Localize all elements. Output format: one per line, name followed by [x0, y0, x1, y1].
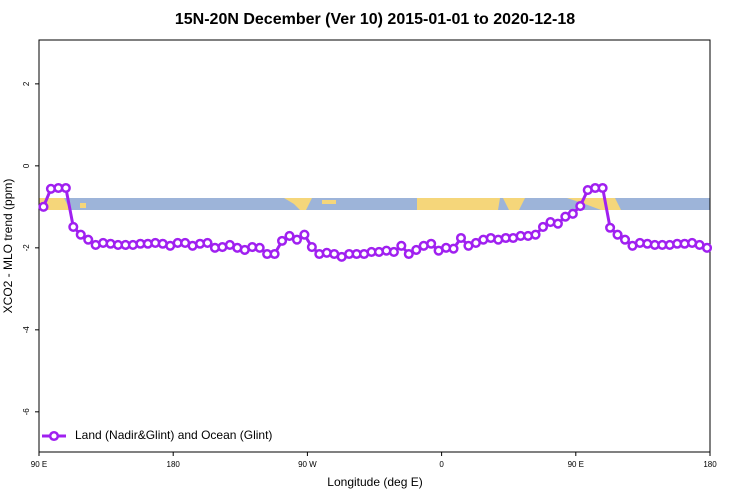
point — [426, 238, 437, 249]
point — [83, 234, 94, 245]
chart-title: 15N-20N December (Ver 10) 2015-01-01 to … — [175, 11, 575, 28]
x-tick-label: 90 W — [298, 460, 317, 469]
point — [291, 234, 303, 245]
y-tick-label: -2 — [22, 244, 31, 252]
point — [306, 241, 317, 253]
x-tick-label: 90 E — [31, 460, 47, 469]
ocean-band — [39, 198, 710, 210]
point — [597, 182, 608, 194]
point — [411, 244, 422, 255]
point — [537, 221, 549, 232]
legend-marker — [48, 430, 60, 442]
y-tick-label: 2 — [22, 81, 31, 86]
y-tick-label: 0 — [22, 163, 31, 168]
point — [75, 229, 86, 240]
point — [254, 242, 265, 253]
point — [388, 246, 399, 257]
x-tick-label: 0 — [439, 460, 444, 469]
point — [575, 200, 586, 212]
point — [269, 248, 280, 260]
point — [552, 218, 563, 229]
point — [68, 221, 79, 232]
land-patches — [39, 198, 621, 210]
point — [455, 232, 467, 244]
x-tick-label: 180 — [167, 460, 181, 469]
x-axis-title: Longitude (deg E) — [327, 475, 422, 489]
point — [60, 182, 71, 194]
point — [701, 242, 713, 253]
point — [530, 229, 541, 240]
y-tick-label: -4 — [22, 326, 31, 334]
x-tick-label: 180 — [703, 460, 717, 469]
legend-label: Land (Nadir&Glint) and Ocean (Glint) — [75, 428, 272, 442]
point — [396, 240, 407, 251]
x-tick-label: 90 E — [568, 460, 584, 469]
point — [202, 237, 213, 248]
point — [448, 243, 459, 254]
point — [403, 248, 414, 260]
point — [567, 208, 578, 219]
point — [38, 201, 49, 212]
y-tick-label: -6 — [22, 408, 31, 416]
point — [277, 235, 288, 246]
point — [605, 222, 616, 233]
point — [619, 234, 631, 245]
point — [299, 229, 310, 240]
point — [284, 230, 295, 242]
point — [612, 229, 623, 240]
y-axis-title: XCO2 - MLO trend (ppm) — [1, 179, 15, 314]
land-ocean-band — [39, 198, 710, 210]
